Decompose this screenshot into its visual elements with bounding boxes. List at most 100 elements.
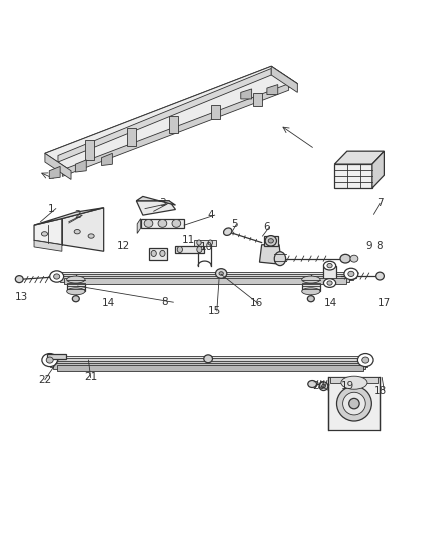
Text: 1: 1 [48, 204, 55, 214]
Text: 15: 15 [208, 306, 221, 316]
Polygon shape [47, 354, 66, 359]
Ellipse shape [327, 281, 332, 285]
Ellipse shape [327, 263, 332, 268]
Polygon shape [176, 246, 204, 253]
Polygon shape [62, 84, 289, 176]
Polygon shape [45, 154, 71, 180]
Polygon shape [34, 219, 62, 245]
Polygon shape [334, 164, 372, 188]
Ellipse shape [307, 296, 314, 302]
Text: 6: 6 [264, 222, 270, 232]
Polygon shape [302, 279, 320, 292]
Polygon shape [46, 358, 369, 365]
Bar [194, 239, 215, 246]
Ellipse shape [322, 384, 325, 388]
Ellipse shape [204, 355, 212, 362]
Text: 13: 13 [14, 292, 28, 302]
Ellipse shape [160, 251, 165, 256]
Polygon shape [45, 66, 297, 171]
Ellipse shape [197, 246, 202, 253]
Ellipse shape [53, 274, 60, 279]
Polygon shape [141, 219, 184, 228]
Polygon shape [149, 248, 167, 260]
Ellipse shape [67, 276, 85, 283]
Polygon shape [45, 66, 297, 171]
Text: 8: 8 [377, 240, 383, 251]
Ellipse shape [46, 357, 53, 363]
Polygon shape [60, 276, 349, 282]
Ellipse shape [343, 392, 365, 415]
Polygon shape [85, 140, 93, 159]
Ellipse shape [350, 255, 358, 262]
Polygon shape [49, 360, 367, 367]
Text: 16: 16 [249, 298, 263, 309]
Polygon shape [49, 166, 60, 179]
Ellipse shape [67, 288, 85, 295]
Ellipse shape [323, 261, 336, 270]
Polygon shape [75, 160, 86, 172]
Polygon shape [253, 93, 262, 106]
Text: 14: 14 [101, 298, 115, 309]
Ellipse shape [341, 376, 367, 389]
Text: 5: 5 [231, 219, 237, 229]
Ellipse shape [197, 240, 201, 245]
Ellipse shape [88, 234, 94, 238]
Polygon shape [127, 128, 136, 146]
Ellipse shape [340, 254, 350, 263]
Polygon shape [330, 377, 378, 383]
Polygon shape [259, 245, 281, 264]
Polygon shape [211, 105, 220, 119]
Ellipse shape [158, 220, 167, 228]
Polygon shape [43, 356, 371, 362]
Polygon shape [264, 236, 278, 246]
Text: 14: 14 [323, 298, 337, 309]
Text: 19: 19 [341, 381, 354, 391]
Polygon shape [67, 279, 85, 292]
Polygon shape [51, 272, 356, 278]
Ellipse shape [344, 268, 358, 279]
Polygon shape [136, 197, 176, 205]
Text: 22: 22 [38, 375, 52, 385]
Polygon shape [34, 208, 104, 225]
Polygon shape [62, 208, 104, 251]
Ellipse shape [274, 252, 286, 265]
Text: 8: 8 [161, 297, 168, 307]
Ellipse shape [219, 272, 223, 275]
Ellipse shape [265, 236, 276, 246]
Ellipse shape [15, 276, 23, 282]
Polygon shape [64, 278, 346, 284]
Polygon shape [136, 201, 176, 215]
Text: 7: 7 [377, 198, 383, 208]
Ellipse shape [172, 220, 181, 228]
Text: 18: 18 [374, 385, 387, 395]
Polygon shape [57, 365, 363, 372]
Polygon shape [323, 265, 336, 283]
Ellipse shape [319, 382, 328, 391]
Ellipse shape [308, 381, 317, 387]
Ellipse shape [42, 353, 57, 367]
Ellipse shape [302, 288, 320, 295]
Ellipse shape [144, 220, 153, 228]
Ellipse shape [177, 246, 183, 253]
Polygon shape [334, 151, 385, 164]
Polygon shape [102, 154, 113, 166]
Text: 9: 9 [366, 240, 372, 251]
Text: 2: 2 [74, 210, 81, 220]
Polygon shape [267, 85, 278, 94]
Ellipse shape [349, 398, 359, 409]
Polygon shape [241, 89, 252, 99]
Polygon shape [56, 274, 353, 280]
Ellipse shape [151, 251, 156, 256]
Ellipse shape [348, 271, 354, 277]
Text: 20: 20 [313, 381, 326, 391]
Ellipse shape [208, 240, 212, 245]
Text: 10: 10 [199, 242, 212, 252]
Text: 17: 17 [378, 298, 391, 309]
Ellipse shape [74, 230, 80, 234]
Text: 21: 21 [84, 373, 97, 383]
Polygon shape [271, 66, 297, 92]
Polygon shape [53, 362, 365, 369]
Ellipse shape [215, 269, 227, 278]
Polygon shape [58, 68, 271, 162]
Text: 12: 12 [117, 240, 130, 251]
